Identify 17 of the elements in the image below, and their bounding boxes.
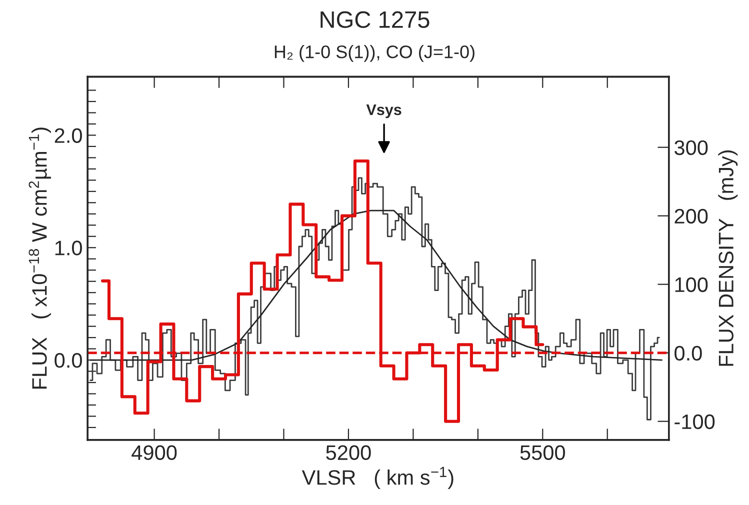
y2-tick-label: 300 <box>674 140 708 156</box>
x-tick-label: 4900 <box>132 445 177 460</box>
y-tick-label: 2.0 <box>54 128 82 143</box>
y2-tick-label: 100 <box>675 277 708 292</box>
y2-tick-label: 200 <box>674 208 708 224</box>
y-axis-title: FLUX ( x10$^{−18}$ W cm$^{2}$µm$^{−1}$) <box>28 128 51 389</box>
y-tick-label: 1.0 <box>55 240 82 256</box>
y-tick-label: 0.0 <box>54 353 82 368</box>
y2-axis-title: FLUX DENSITY (mJy) <box>718 150 738 366</box>
y2-tick-label: -100 <box>674 414 715 430</box>
y2-tick-label: 0.0 <box>674 346 702 361</box>
x-tick-label: 5500 <box>520 445 566 460</box>
chart-title: NGC 1275 <box>320 11 430 28</box>
annotation: Vsys <box>366 104 402 118</box>
x-axis-title: VLSR ( km s$^{−1}$) <box>302 466 454 489</box>
x-tick-label: 5200 <box>326 445 371 460</box>
chart-subtitle: H₂ (1-0 S(1)), CO (J=1-0) <box>274 44 474 62</box>
